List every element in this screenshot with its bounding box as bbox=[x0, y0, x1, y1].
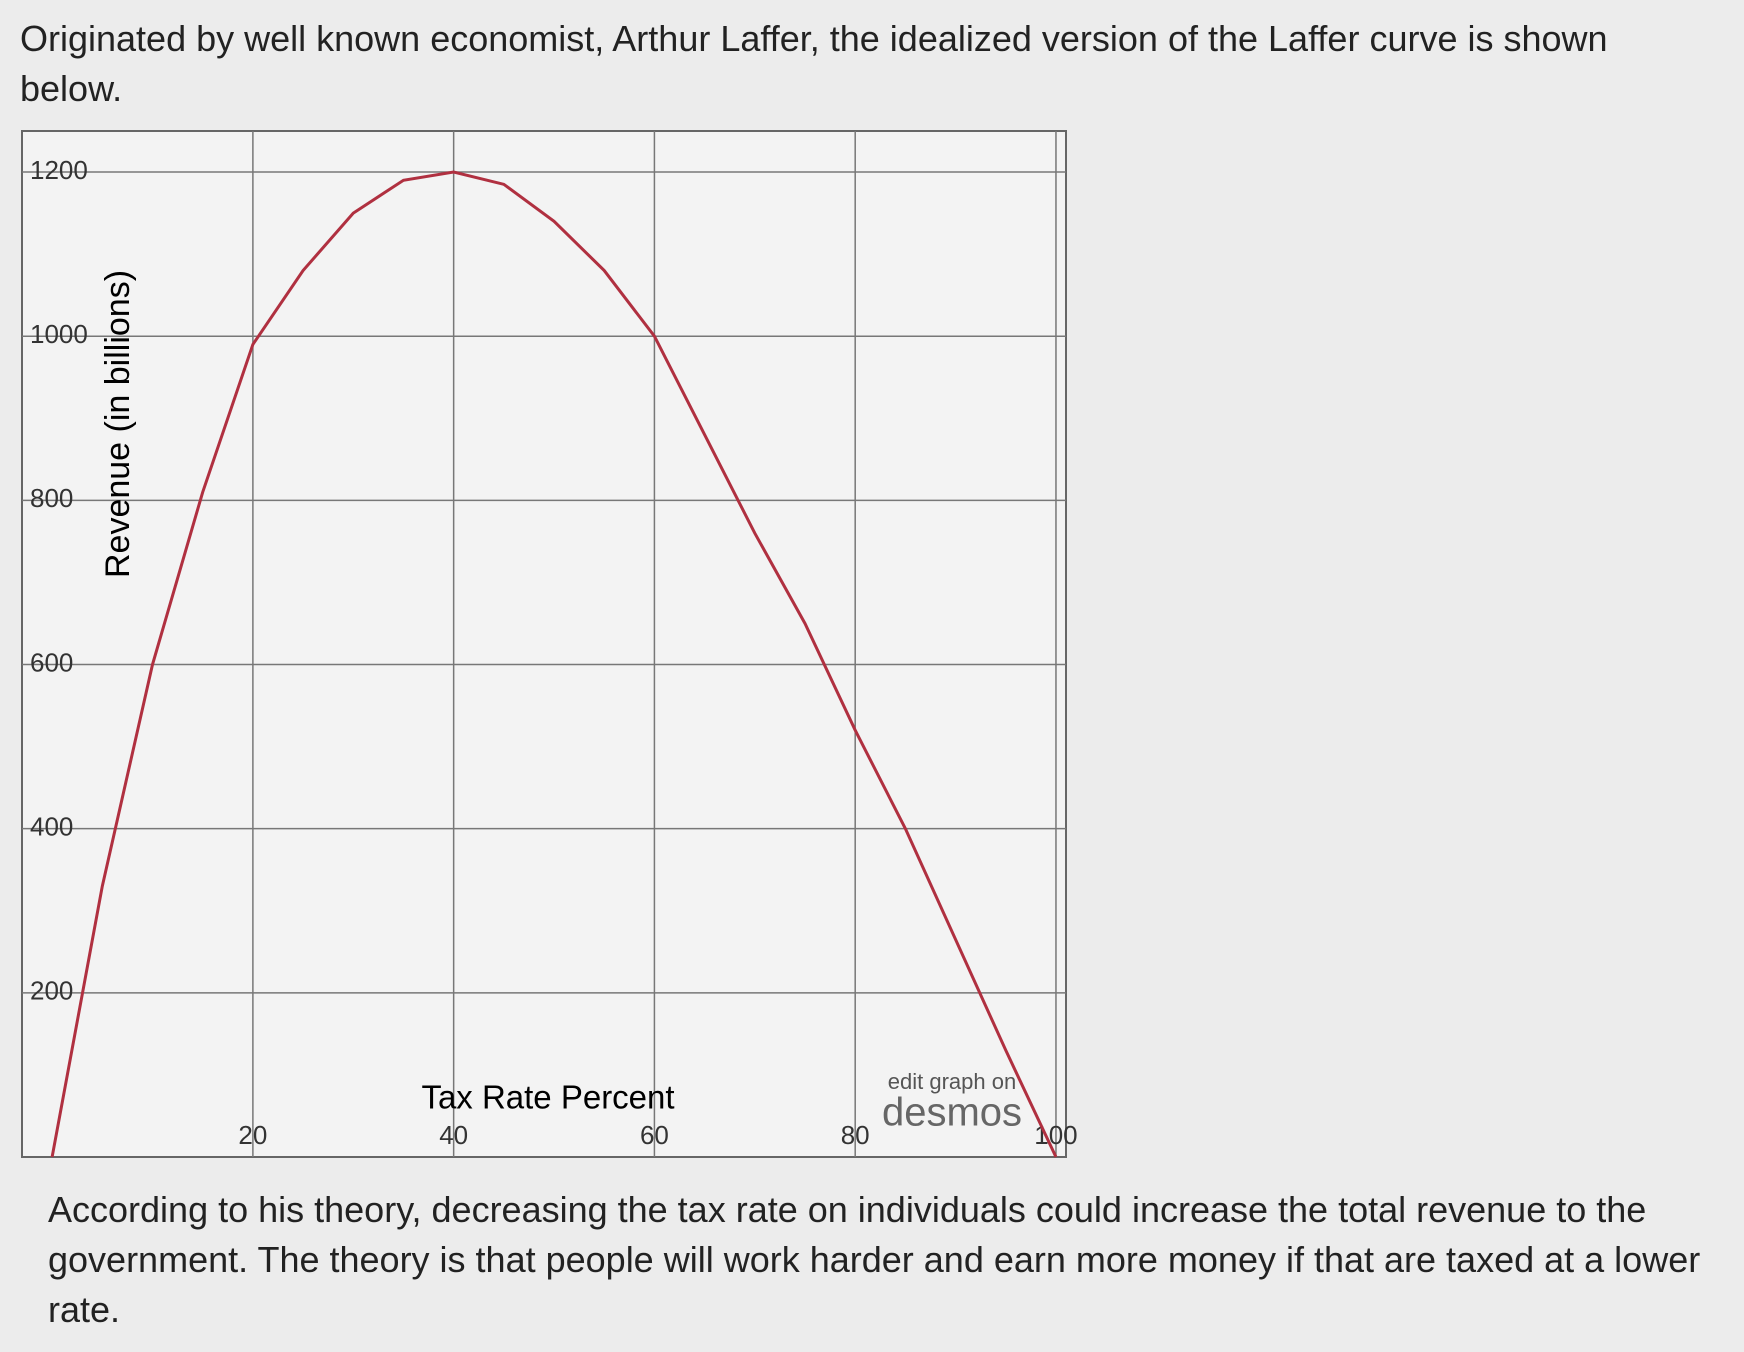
x-axis-label: Tax Rate Percent bbox=[421, 1079, 674, 1116]
x-tick-label: 40 bbox=[439, 1120, 468, 1150]
y-tick-label: 400 bbox=[30, 812, 73, 842]
y-tick-label: 800 bbox=[30, 483, 73, 513]
x-tick-label: 20 bbox=[238, 1120, 267, 1150]
x-tick-label: 60 bbox=[640, 1120, 669, 1150]
outro-text: According to his theory, decreasing the … bbox=[48, 1189, 1701, 1330]
curve bbox=[50, 170, 1058, 1158]
y-tick-label: 600 bbox=[30, 647, 73, 677]
plot-area bbox=[21, 130, 1067, 1158]
y-tick-label: 200 bbox=[30, 976, 73, 1006]
y-tick-label: 1200 bbox=[30, 155, 88, 185]
intro-text: Originated by well known economist, Arth… bbox=[20, 18, 1608, 109]
watermark: edit graph on bbox=[888, 1069, 1016, 1094]
x-tick-label: 80 bbox=[841, 1120, 870, 1150]
watermark: desmos bbox=[882, 1091, 1022, 1135]
y-tick-label: 1000 bbox=[30, 319, 88, 349]
y-axis-label: Revenue (in billions) bbox=[99, 270, 137, 578]
